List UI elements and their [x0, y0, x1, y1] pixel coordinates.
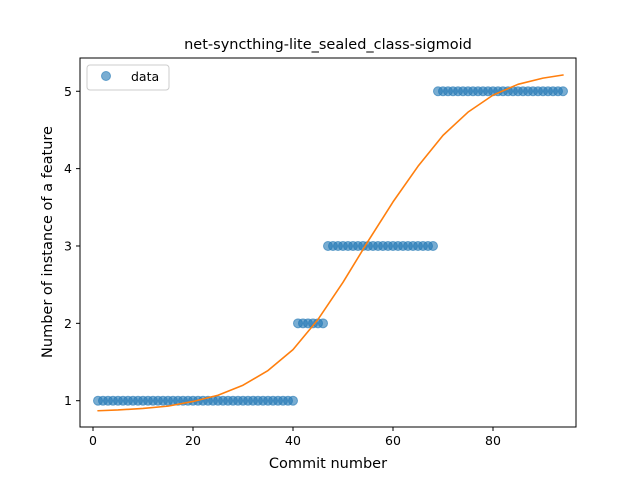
data-point: [288, 395, 298, 406]
y-tick-label: 1: [64, 393, 72, 408]
x-axis-label: Commit number: [269, 456, 387, 472]
sigmoid-fit-line: [97, 74, 564, 412]
axes-frame: [79, 57, 577, 428]
x-tick-label: 60: [385, 433, 401, 448]
x-tick-label: 0: [89, 433, 97, 448]
data-point: [318, 318, 328, 329]
legend-marker-data: [101, 71, 111, 81]
y-tick-label: 5: [64, 84, 72, 99]
data-point: [428, 240, 438, 251]
x-axis-ticks: 0 20 40 60 80: [89, 427, 501, 448]
x-tick-label: 80: [485, 433, 501, 448]
chart-title: net-syncthing-lite_sealed_class-sigmoid: [184, 37, 472, 53]
y-tick-label: 2: [64, 316, 72, 331]
data-point: [558, 86, 568, 97]
y-tick-label: 3: [64, 238, 72, 253]
legend-label-data: data: [131, 69, 159, 84]
y-tick-label: 4: [64, 161, 72, 176]
series-layer: [93, 74, 568, 412]
y-axis-ticks: 1 2 3 4 5: [64, 84, 80, 408]
plot-area: [79, 57, 577, 428]
y-axis-label: Number of instance of a feature: [40, 126, 56, 358]
legend: data: [86, 64, 170, 91]
x-tick-label: 40: [285, 433, 301, 448]
x-tick-label: 20: [185, 433, 201, 448]
